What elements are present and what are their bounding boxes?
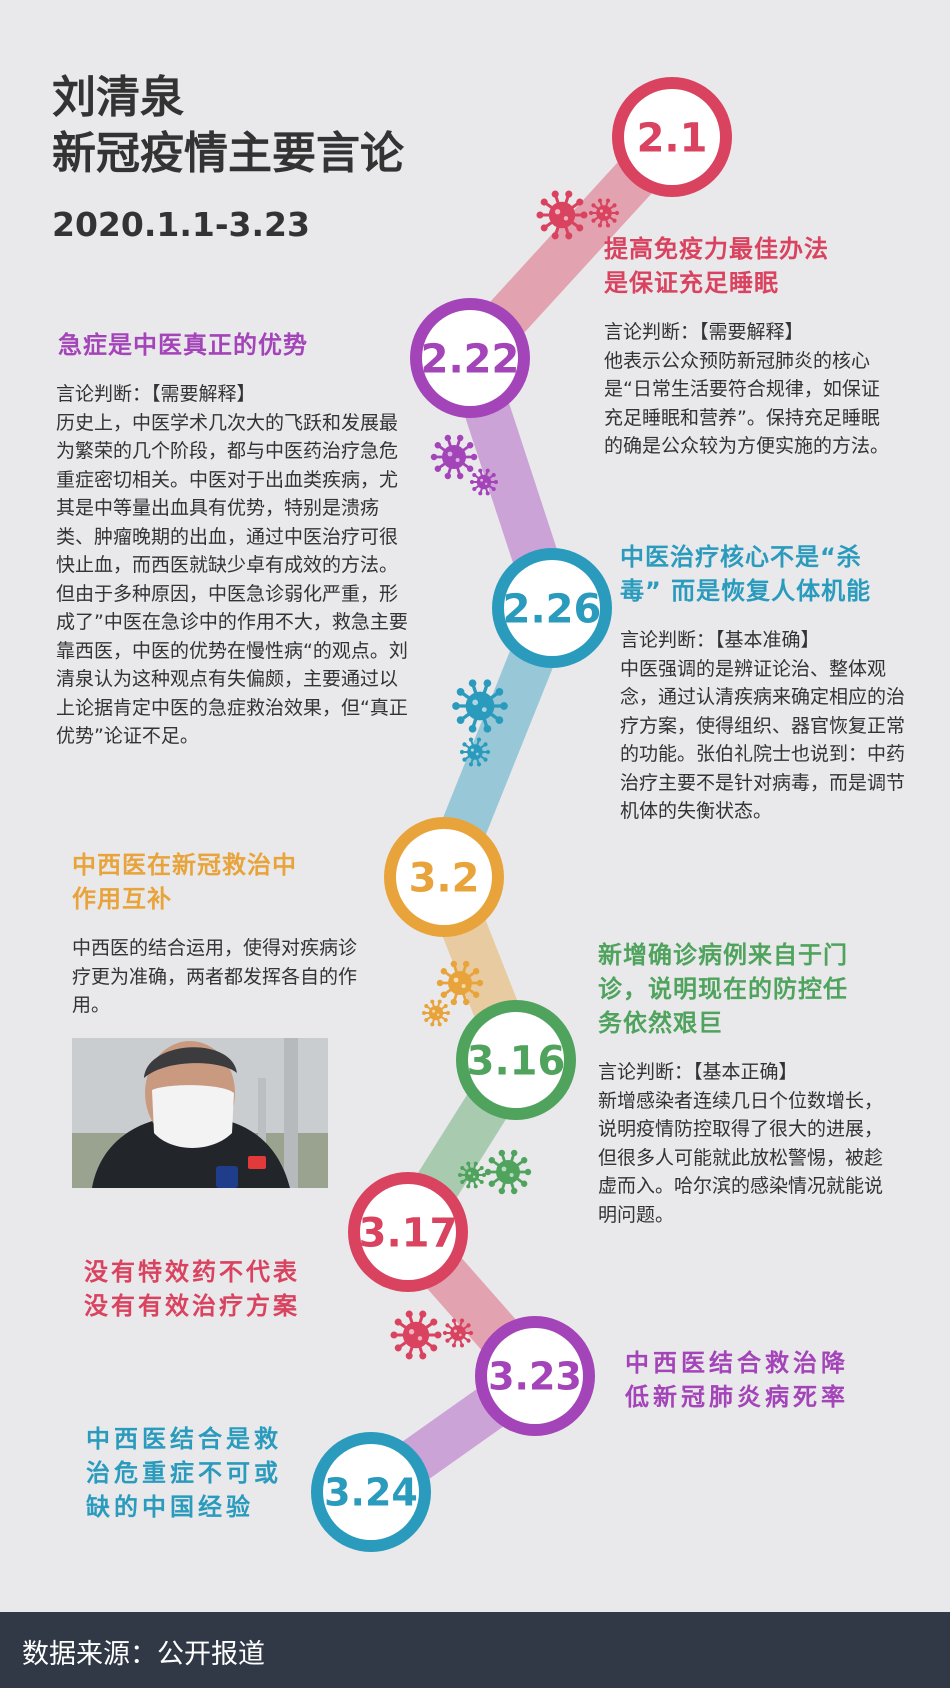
- entry-heading: 中医治疗核心不是“杀 毒” 而是恢复人体机能: [620, 543, 872, 605]
- virus-icon: [436, 960, 484, 1006]
- entry-3-17: 没有特效药不代表 没有有效治疗方案: [84, 1255, 364, 1341]
- timeline-node: 3.16: [456, 1000, 576, 1120]
- node-center: [487, 1328, 583, 1424]
- timeline-node: 3.2: [384, 817, 504, 937]
- virus-icon: [422, 999, 450, 1027]
- node-date-label: 3.24: [324, 1471, 418, 1515]
- timeline-node: 2.22: [410, 298, 530, 418]
- entry-verdict: 言论判断：【基本准确】: [620, 629, 820, 651]
- timeline-node: 3.23: [475, 1316, 595, 1436]
- virus-icon: [536, 190, 588, 240]
- node-date-label: 3.16: [467, 1038, 566, 1084]
- entry-body: 言论判断：【需要解释】 历史上，中医学术几次大的飞跃和发展最为繁荣的几个阶段，都…: [56, 380, 408, 751]
- entry-3-24: 中西医结合是救 治危重症不可或 缺的中国经验: [86, 1422, 326, 1542]
- virus-decorations: [390, 190, 620, 1360]
- node-date-label: 3.17: [359, 1210, 458, 1256]
- data-source: 数据来源：公开报道: [22, 1639, 265, 1670]
- entry-2-22: 急症是中医真正的优势 言论判断：【需要解释】 历史上，中医学术几次大的飞跃和发展…: [56, 328, 411, 751]
- entry-2-1: 提高免疫力最佳办法 是保证充足睡眠 言论判断：【需要解释】 他表示公众预防新冠肺…: [604, 232, 904, 461]
- virus-icon: [484, 1149, 532, 1195]
- entry-text: 中西医的结合运用，使得对疾病诊疗更为准确，两者都发挥各自的作用。: [72, 937, 358, 1016]
- entry-heading: 急症是中医真正的优势: [58, 331, 308, 359]
- node-center: [396, 829, 492, 925]
- entry-body: 言论判断：【基本正确】 新增感染者连续几日个位数增长，说明疫情防控取得了很大的进…: [598, 1058, 896, 1229]
- entry-3-2: 中西医在新冠救治中 作用互补 中西医的结合运用，使得对疾病诊疗更为准确，两者都发…: [72, 848, 362, 1020]
- entry-body: 中西医的结合运用，使得对疾病诊疗更为准确，两者都发挥各自的作用。: [72, 934, 357, 1020]
- node-center: [360, 1184, 456, 1280]
- entry-body: 言论判断：【需要解释】 他表示公众预防新冠肺炎的核心是“日常生活要符合规律，如保…: [604, 318, 896, 461]
- entry-verdict: 言论判断：【基本正确】: [598, 1061, 798, 1083]
- virus-icon: [470, 468, 498, 496]
- virus-icon: [390, 1310, 442, 1360]
- timeline-node: 3.24: [311, 1432, 431, 1552]
- timeline-node: 2.26: [492, 548, 612, 668]
- node-date-label: 2.22: [421, 336, 520, 382]
- virus-icon: [588, 198, 620, 228]
- virus-icon: [430, 434, 478, 480]
- node-center: [468, 1012, 564, 1108]
- entry-text: 中医强调的是辨证论治、整体观念，通过认清疾病来确定相应的治疗方案，使得组织、器官…: [620, 657, 906, 823]
- node-center: [422, 310, 518, 406]
- entry-2-26: 中医治疗核心不是“杀 毒” 而是恢复人体机能 言论判断：【基本准确】 中医强调的…: [620, 540, 935, 826]
- node-date-label: 2.1: [637, 115, 708, 161]
- entry-text: 他表示公众预防新冠肺炎的核心是“日常生活要符合规律，如保证充足睡眠和营养”。保持…: [604, 349, 890, 458]
- entry-text: 历史上，中医学术几次大的飞跃和发展最为繁荣的几个阶段，都与中医药治疗急危重症密切…: [56, 411, 408, 748]
- timeline-node: 2.1: [612, 77, 732, 197]
- virus-icon: [458, 1161, 486, 1189]
- node-date-label: 3.23: [488, 1355, 582, 1399]
- node-date-label: 3.2: [409, 855, 480, 901]
- virus-icon: [442, 1318, 474, 1348]
- virus-icon: [459, 737, 491, 767]
- entry-heading: 中西医结合救治降 低新冠肺炎病死率: [625, 1349, 849, 1411]
- timeline-nodes: 2.1 2.22 2.26 3.2 3.16 3.17 3.23 3.24: [311, 77, 732, 1552]
- footer-bar: 数据来源：公开报道: [0, 1612, 950, 1688]
- entry-text: 新增感染者连续几日个位数增长，说明疫情防控取得了很大的进展，但很多人可能就此放松…: [598, 1089, 884, 1226]
- entry-heading: 中西医结合是救 治危重症不可或 缺的中国经验: [86, 1425, 282, 1521]
- page-title: 刘清泉 新冠疫情主要言论: [52, 72, 404, 179]
- node-center: [323, 1444, 419, 1540]
- entry-verdict: 言论判断：【需要解释】: [604, 321, 804, 343]
- entry-verdict: 言论判断：【需要解释】: [56, 383, 256, 405]
- portrait-photo: [72, 1038, 328, 1188]
- node-date-label: 2.26: [503, 586, 602, 632]
- date-range: 2020.1.1-3.23: [52, 205, 310, 244]
- entry-heading: 中西医在新冠救治中 作用互补: [72, 851, 297, 913]
- entry-body: 言论判断：【基本准确】 中医强调的是辨证论治、整体观念，通过认清疾病来确定相应的…: [620, 626, 920, 826]
- entry-3-16: 新增确诊病例来自于门 诊，说明现在的防控任 务依然艰巨 言论判断：【基本正确】 …: [598, 938, 913, 1229]
- entry-heading: 新增确诊病例来自于门 诊，说明现在的防控任 务依然艰巨: [598, 941, 848, 1037]
- node-center: [624, 89, 720, 185]
- virus-icon: [452, 679, 508, 733]
- entry-3-23: 中西医结合救治降 低新冠肺炎病死率: [625, 1346, 895, 1432]
- entry-heading: 没有特效药不代表 没有有效治疗方案: [84, 1258, 300, 1320]
- timeline-node: 3.17: [348, 1172, 468, 1292]
- node-center: [504, 560, 600, 656]
- entry-heading: 提高免疫力最佳办法 是保证充足睡眠: [604, 235, 829, 297]
